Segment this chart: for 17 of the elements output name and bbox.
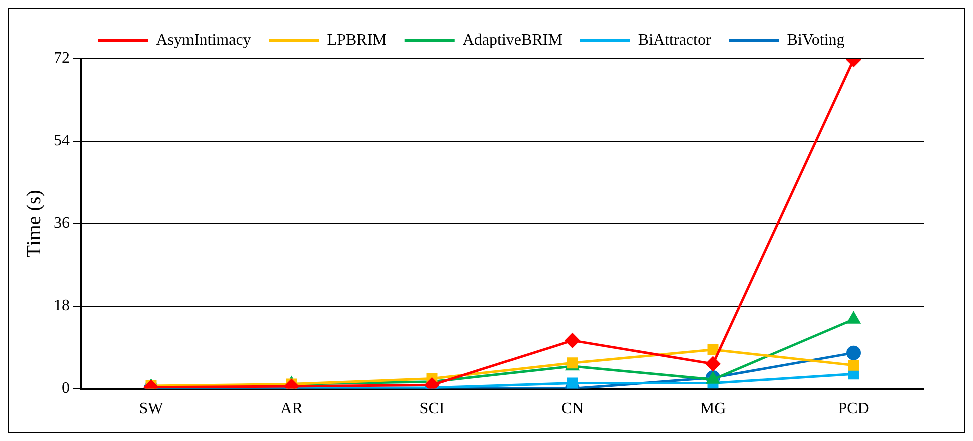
legend-label: BiVoting [787, 32, 845, 50]
legend-label: LPBRIM [327, 32, 387, 50]
y-tick-label: 18 [54, 298, 70, 315]
x-tick-label: AR [280, 400, 304, 418]
y-tick-label: 36 [54, 215, 70, 232]
legend-label: AsymIntimacy [156, 32, 252, 50]
y-tick-label: 72 [54, 50, 70, 68]
legend-label: AdaptiveBRIM [462, 32, 562, 50]
y-axis-title: Time (s) [23, 190, 46, 258]
x-tick-label: SCI [420, 400, 445, 418]
legend-label: BiAttractor [638, 32, 712, 50]
x-tick-label: CN [562, 400, 584, 418]
x-tick-label: MG [700, 400, 727, 418]
x-tick-label: PCD [838, 400, 870, 418]
y-tick-label: 54 [54, 132, 70, 150]
y-tick-label: 0 [62, 380, 70, 398]
x-tick-label: SW [139, 400, 164, 418]
